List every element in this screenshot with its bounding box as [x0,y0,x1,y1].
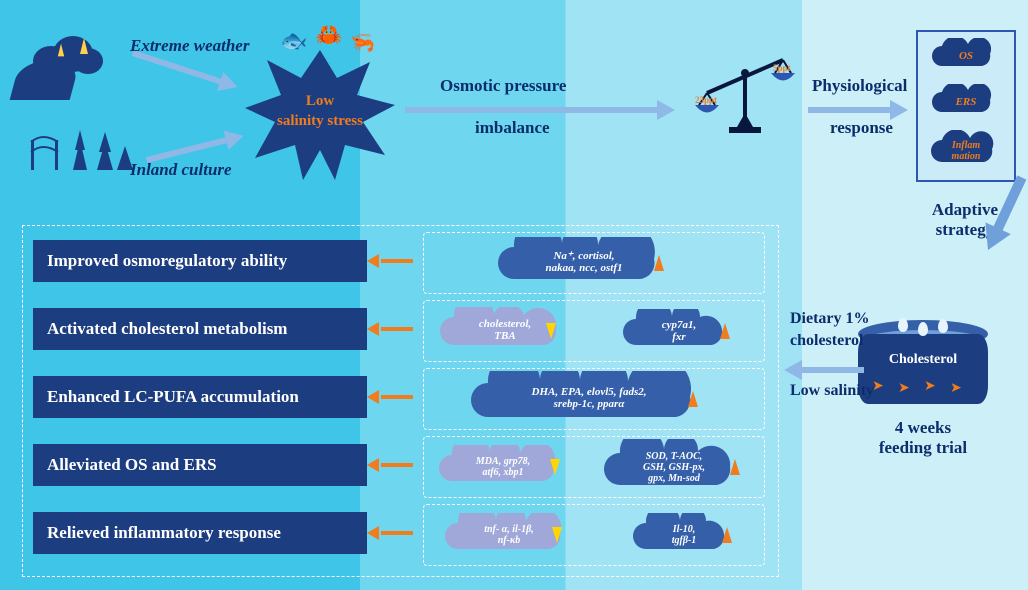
label-phys1: Physiological [812,76,907,96]
subrow-3: DHA, EPA, elovl5, fads2, srebp-1c, pparα [423,368,765,430]
cloud-ers: ERS [928,84,1004,120]
cloud-c4b: SOD, T-AOC, GSH, GSH-px, gpx, Mn-sod [594,439,754,495]
diet1: Dietary 1% [790,310,870,328]
diet3: Low salinity [790,382,874,400]
cloud-c4a: MDA, grp78, atf6, xbp1 [428,445,578,489]
cloud-c2a: cholesterol, TBA [430,307,580,353]
scale-right-label: 5ppt [773,63,791,73]
label-osm1: Osmotic pressure [440,76,566,96]
row-chol: Activated cholesterol metabolism [33,308,367,350]
subrow-2: cholesterol, TBA cyp7a1, fxr [423,300,765,362]
cloud-c5b: Il-10, tgfβ-1 [624,513,744,557]
label-inland: Inland culture [130,160,232,180]
crab-icon: 🦀 [315,22,342,48]
row-os-ers: Alleviated OS and ERS [33,444,367,486]
subrow-5: tnf- α, il-1β, nf-κb Il-10, tgfβ-1 [423,504,765,566]
inland-culture-icon [25,120,145,180]
starburst-stress: Lowsalinity stress [245,50,395,180]
label-osm2: imbalance [475,118,550,138]
cloud-c5a: tnf- α, il-1β, nf-κb [434,513,584,557]
tank-label: Cholesterol [858,352,988,368]
cholesterol-tank: ➤➤ ➤➤ Cholesterol [858,320,988,410]
diet2: cholesterol [790,332,863,350]
cloud-c3a: DHA, EPA, elovl5, fads2, srebp-1c, pparα [454,371,724,425]
label-phys2: response [830,118,893,138]
wave-icon [10,60,81,100]
cloud-c2b: cyp7a1, fxr [614,309,744,353]
results-panel: Improved osmoregulatory ability Na⁺, cor… [22,225,779,577]
label-extreme: Extreme weather [130,36,249,56]
response-box: OS ERS Inflammation [916,30,1016,182]
scale-left-label: 23ppt [695,95,717,105]
cloud-c1a: Na⁺, cortisol, nakaa, ncc, ostf1 [484,237,684,287]
subrow-1: Na⁺, cortisol, nakaa, ncc, ostf1 [423,232,765,294]
row-osmo: Improved osmoregulatory ability [33,240,367,282]
row-inflam: Relieved inflammatory response [33,512,367,554]
balance-scale-icon: 23ppt 5ppt [685,55,805,145]
arrow-extreme [133,53,238,87]
cloud-os: OS [928,38,1004,74]
cloud-inflam: Inflammation [928,130,1004,172]
subrow-4: MDA, grp78, atf6, xbp1 SOD, T-AOC, GSH, … [423,436,765,498]
arrow-inland [146,136,243,160]
row-pufa: Enhanced LC-PUFA accumulation [33,376,367,418]
trial-label: 4 weeks feeding trial [858,418,988,458]
